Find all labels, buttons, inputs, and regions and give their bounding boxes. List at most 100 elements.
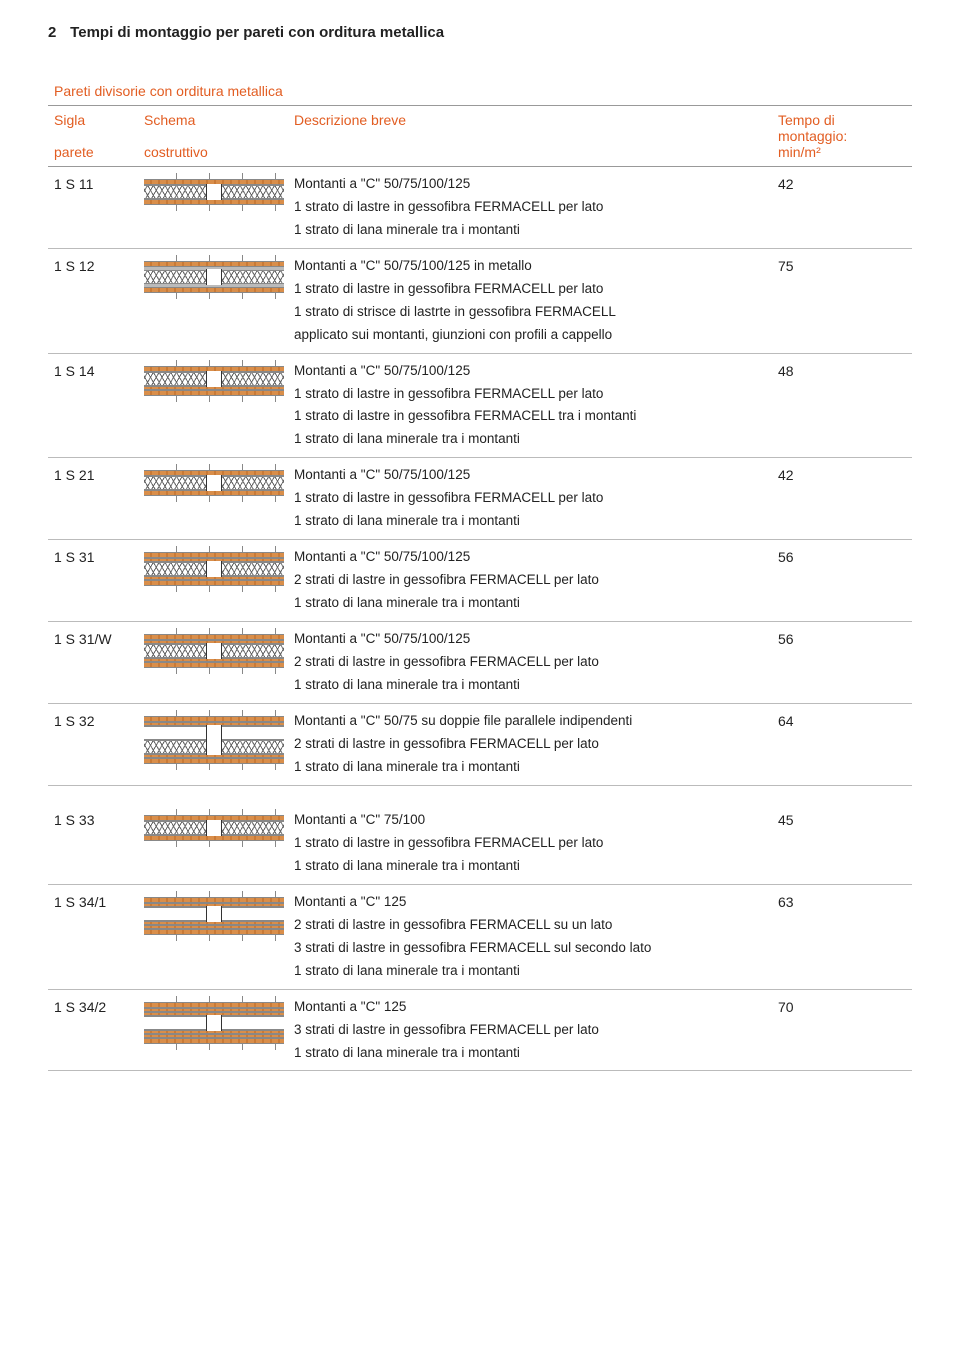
description-line: 1 strato di lana minerale tra i montanti bbox=[294, 1042, 766, 1065]
diagram-layer bbox=[144, 821, 284, 835]
diagram-layer bbox=[144, 726, 284, 740]
cell-schema bbox=[138, 248, 288, 353]
cell-sigla: 1 S 31/W bbox=[48, 621, 138, 703]
cell-sigla: 1 S 31 bbox=[48, 540, 138, 622]
cell-sigla: 1 S 14 bbox=[48, 353, 138, 458]
description-line: 2 strati di lastre in gessofibra FERMACE… bbox=[294, 914, 766, 937]
col-descr-2 bbox=[288, 144, 772, 167]
cell-tempo: 75 bbox=[772, 248, 912, 353]
schema-diagram bbox=[144, 628, 284, 674]
description-line: 1 strato di lastre in gessofibra FERMACE… bbox=[294, 832, 766, 855]
page-title: 2 Tempi di montaggio per pareti con ordi… bbox=[48, 24, 912, 41]
diagram-layer bbox=[144, 764, 284, 770]
cell-description: Montanti a "C" 50/75 su doppie file para… bbox=[288, 703, 772, 785]
cell-description: Montanti a "C" 50/75/100/1252 strati di … bbox=[288, 540, 772, 622]
description-line: 1 strato di lana minerale tra i montanti bbox=[294, 960, 766, 983]
diagram-layer bbox=[144, 668, 284, 674]
description-line: 1 strato di lastre in gessofibra FERMACE… bbox=[294, 487, 766, 510]
col-descr-1: Descrizione breve bbox=[288, 106, 772, 145]
description-line: Montanti a "C" 50/75/100/125 bbox=[294, 464, 766, 487]
schema-diagram bbox=[144, 546, 284, 592]
description-line: 1 strato di lastre in gessofibra FERMACE… bbox=[294, 278, 766, 301]
diagram-layer bbox=[144, 841, 284, 847]
description-line: 1 strato di lana minerale tra i montanti bbox=[294, 428, 766, 451]
description-line: Montanti a "C" 50/75 su doppie file para… bbox=[294, 710, 766, 733]
table-row: 1 S 33Montanti a "C" 75/1001 strato di l… bbox=[48, 803, 912, 884]
description-line: Montanti a "C" 50/75/100/125 bbox=[294, 628, 766, 651]
description-line: Montanti a "C" 125 bbox=[294, 891, 766, 914]
schema-diagram bbox=[144, 809, 284, 847]
diagram-layer bbox=[144, 396, 284, 402]
schema-diagram bbox=[144, 255, 284, 299]
page: 2 Tempi di montaggio per pareti con ordi… bbox=[0, 0, 960, 1119]
table-row: 1 S 14Montanti a "C" 50/75/100/1251 stra… bbox=[48, 353, 912, 458]
table-row: 1 S 32 Montanti a "C" 50/75 su doppie fil… bbox=[48, 703, 912, 785]
col-schema-2: costruttivo bbox=[138, 144, 288, 167]
diagram-layer bbox=[144, 644, 284, 658]
description-line: 2 strati di lastre in gessofibra FERMACE… bbox=[294, 569, 766, 592]
description-line: 2 strati di lastre in gessofibra FERMACE… bbox=[294, 733, 766, 756]
schema-diagram bbox=[144, 360, 284, 402]
cell-description: Montanti a "C" 50/75/100/125 in metallo1… bbox=[288, 248, 772, 353]
diagram-layer bbox=[144, 372, 284, 386]
cell-schema bbox=[138, 989, 288, 1071]
cell-sigla: 1 S 12 bbox=[48, 248, 138, 353]
description-line: 2 strati di lastre in gessofibra FERMACE… bbox=[294, 651, 766, 674]
cell-description: Montanti a "C" 1252 strati di lastre in … bbox=[288, 884, 772, 989]
cell-description: Montanti a "C" 50/75/100/1251 strato di … bbox=[288, 458, 772, 540]
description-line: Montanti a "C" 125 bbox=[294, 996, 766, 1019]
description-line: 1 strato di lana minerale tra i montanti bbox=[294, 674, 766, 697]
cell-schema bbox=[138, 621, 288, 703]
description-line: 1 strato di lastre in gessofibra FERMACE… bbox=[294, 405, 766, 428]
col-tempo-2: min/m² bbox=[772, 144, 912, 167]
cell-schema bbox=[138, 884, 288, 989]
cell-description: Montanti a "C" 50/75/100/1252 strati di … bbox=[288, 621, 772, 703]
col-sigla-2: parete bbox=[48, 144, 138, 167]
page-title-text: Tempi di montaggio per pareti con orditu… bbox=[70, 24, 444, 41]
diagram-layer bbox=[144, 586, 284, 592]
table-body-2: 1 S 33Montanti a "C" 75/1001 strato di l… bbox=[48, 803, 912, 1071]
schema-diagram bbox=[144, 996, 284, 1050]
diagram-layer bbox=[144, 476, 284, 490]
description-line: 3 strati di lastre in gessofibra FERMACE… bbox=[294, 937, 766, 960]
table-body-1: 1 S 11Montanti a "C" 50/75/100/1251 stra… bbox=[48, 167, 912, 786]
cell-sigla: 1 S 11 bbox=[48, 167, 138, 249]
description-line: Montanti a "C" 50/75/100/125 in metallo bbox=[294, 255, 766, 278]
cell-tempo: 56 bbox=[772, 621, 912, 703]
diagram-layer bbox=[144, 935, 284, 941]
diagram-layer bbox=[144, 907, 284, 921]
cell-sigla: 1 S 33 bbox=[48, 803, 138, 884]
description-line: 1 strato di strisce di lastrte in gessof… bbox=[294, 301, 766, 324]
cell-tempo: 63 bbox=[772, 884, 912, 989]
cell-description: Montanti a "C" 50/75/100/1251 strato di … bbox=[288, 167, 772, 249]
table-row: 1 S 31/W Montanti a "C" 50/75/100/1252 st… bbox=[48, 621, 912, 703]
diagram-layer bbox=[144, 1016, 284, 1030]
diagram-layer bbox=[144, 1044, 284, 1050]
cell-sigla: 1 S 21 bbox=[48, 458, 138, 540]
table-row: 1 S 21 Montanti a "C" 50/75/100/1251 stra… bbox=[48, 458, 912, 540]
diagram-layer bbox=[144, 185, 284, 199]
cell-tempo: 45 bbox=[772, 803, 912, 884]
table-row: 1 S 12 Montanti a "C" 50/75/100/125 in me… bbox=[48, 248, 912, 353]
page-number: 2 bbox=[48, 24, 66, 41]
description-line: 1 strato di lastre in gessofibra FERMACE… bbox=[294, 383, 766, 406]
schema-diagram bbox=[144, 173, 284, 211]
schema-diagram bbox=[144, 891, 284, 941]
col-tempo-1: Tempo di montaggio: bbox=[772, 106, 912, 145]
cell-tempo: 48 bbox=[772, 353, 912, 458]
cell-tempo: 56 bbox=[772, 540, 912, 622]
description-line: 1 strato di lana minerale tra i montanti bbox=[294, 756, 766, 779]
description-line: 1 strato di lana minerale tra i montanti bbox=[294, 219, 766, 242]
cell-schema bbox=[138, 803, 288, 884]
description-line: applicato sui montanti, giunzioni con pr… bbox=[294, 324, 766, 347]
diagram-layer bbox=[144, 270, 284, 284]
cell-schema bbox=[138, 703, 288, 785]
diagram-layer bbox=[144, 293, 284, 299]
cell-sigla: 1 S 34/1 bbox=[48, 884, 138, 989]
table-supertitle: Pareti divisorie con orditura metallica bbox=[48, 77, 912, 106]
diagram-layer bbox=[144, 740, 284, 754]
description-line: 1 strato di lana minerale tra i montanti bbox=[294, 592, 766, 615]
cell-tempo: 70 bbox=[772, 989, 912, 1071]
cell-sigla: 1 S 34/2 bbox=[48, 989, 138, 1071]
cell-sigla: 1 S 32 bbox=[48, 703, 138, 785]
